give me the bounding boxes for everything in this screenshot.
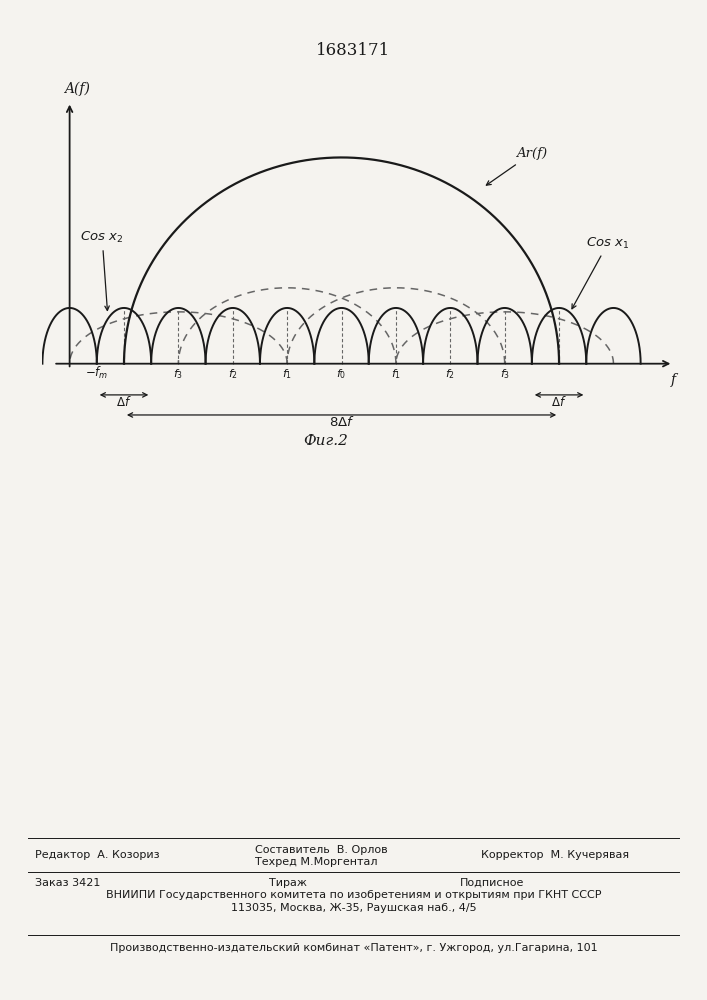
Text: $f_1$: $f_1$	[391, 367, 401, 381]
Text: Ar(f): Ar(f)	[486, 147, 547, 185]
Text: f: f	[670, 373, 676, 387]
Text: $f_2$: $f_2$	[445, 367, 455, 381]
Text: $f_1$: $f_1$	[282, 367, 292, 381]
Text: Корректор  М. Кучерявая: Корректор М. Кучерявая	[481, 850, 629, 860]
Text: Подписное: Подписное	[460, 878, 524, 888]
Text: $f_3$: $f_3$	[500, 367, 510, 381]
Text: $f_3$: $f_3$	[173, 367, 183, 381]
Text: Производственно-издательский комбинат «Патент», г. Ужгород, ул.Гагарина, 101: Производственно-издательский комбинат «П…	[110, 943, 597, 953]
Text: Заказ 3421: Заказ 3421	[35, 878, 100, 888]
Text: 1683171: 1683171	[316, 42, 391, 59]
Text: $Cos\ x_2$: $Cos\ x_2$	[81, 230, 124, 310]
Text: $f_2$: $f_2$	[228, 367, 238, 381]
Text: $8\Delta f$: $8\Delta f$	[329, 415, 354, 429]
Text: 113035, Москва, Ж-35, Раушская наб., 4/5: 113035, Москва, Ж-35, Раушская наб., 4/5	[230, 903, 477, 913]
Text: Составитель  В. Орлов: Составитель В. Орлов	[255, 845, 387, 855]
Text: Тираж: Тираж	[269, 878, 307, 888]
Text: A(f): A(f)	[64, 82, 90, 96]
Text: Техред М.Моргентал: Техред М.Моргентал	[255, 857, 377, 867]
Text: ВНИИПИ Государственного комитета по изобретениям и открытиям при ГКНТ СССР: ВНИИПИ Государственного комитета по изоб…	[106, 890, 601, 900]
Text: $-f_m$: $-f_m$	[85, 365, 109, 381]
Text: $Cos\ x_1$: $Cos\ x_1$	[572, 236, 630, 309]
Text: Фиг.2: Фиг.2	[303, 434, 348, 448]
Text: $\Delta f$: $\Delta f$	[551, 395, 567, 409]
Text: $f_0$: $f_0$	[337, 367, 346, 381]
Text: $\Delta f$: $\Delta f$	[116, 395, 132, 409]
Text: Редактор  А. Козориз: Редактор А. Козориз	[35, 850, 160, 860]
